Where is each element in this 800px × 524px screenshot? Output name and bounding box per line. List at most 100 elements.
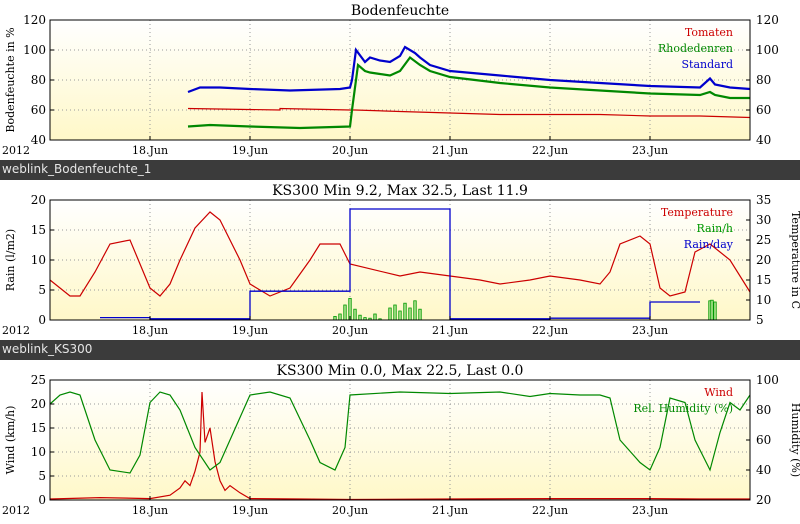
legend-entry: Rhodedenren: [658, 42, 733, 55]
legend-entry: Wind: [704, 386, 733, 399]
chart-title: KS300 Min 9.2, Max 32.5, Last 11.9: [272, 183, 528, 199]
y2-tick-label: 40: [756, 463, 771, 477]
series-line: [100, 208, 700, 320]
y-tick-label: 80: [31, 73, 46, 87]
y-tick-label: 20: [31, 193, 46, 207]
panel-ks300-rain: 0 5 10 15 20 5 10 15 20 25 30 35 18.Jun 19.Jun 20.Jun 2…: [0, 180, 800, 340]
y2-tick-label: 5: [756, 313, 764, 327]
y2-tick-label: 60: [756, 433, 771, 447]
x-tick-label: 19.Jun: [232, 504, 268, 517]
y-tick-label: 120: [23, 13, 46, 27]
y2-tick-label: 80: [756, 73, 771, 87]
divider-label: weblink_KS300: [2, 342, 93, 356]
divider-bar: weblink_Bodenfeuchte_1: [0, 160, 800, 180]
y-tick-label: 100: [23, 43, 46, 57]
x-tick-label: 20.Jun: [332, 144, 368, 157]
rain-bar: [418, 308, 422, 321]
rain-bar: [413, 300, 417, 321]
series-line: [187, 107, 751, 119]
y2-tick-label: 60: [756, 103, 771, 117]
chart-ks300-wind: 0 5 10 15 20 25 20 40 60 80 100 18.Jun 19.Jun 20.Jun 2…: [2, 363, 800, 517]
legend-entry: Rain/h: [697, 222, 734, 235]
y-tick-label: 15: [31, 421, 46, 435]
legend-entry: Standard: [682, 58, 734, 71]
series-line: [187, 45, 751, 94]
y-tick-label: 0: [38, 493, 46, 507]
x-tick-label: 19.Jun: [232, 144, 268, 157]
x-tick-label: 18.Jun: [132, 504, 168, 517]
x-tick-label: 23.Jun: [632, 324, 668, 337]
y-tick-label: 10: [31, 445, 46, 459]
rain-bar: [713, 301, 717, 321]
y2-tick-label: 80: [756, 403, 771, 417]
chart-bodenfeuchte: 40 60 80 100 120 40 60 80 100 120 18.Jun 19.Jun 20.J…: [2, 3, 779, 157]
x-tick-label: 22.Jun: [532, 324, 568, 337]
x-tick-label: 20.Jun: [332, 504, 368, 517]
y-axis-label: Rain (l/m2): [4, 229, 17, 291]
y-tick-label: 5: [38, 469, 46, 483]
y2-tick-label: 20: [756, 253, 771, 267]
y-tick-label: 20: [31, 397, 46, 411]
x-tick-label: 20.Jun: [332, 324, 368, 337]
rain-bar: [388, 307, 392, 321]
x-tick-label: 22.Jun: [532, 144, 568, 157]
rain-bar: [710, 299, 714, 321]
y2-tick-label: 10: [756, 293, 771, 307]
x-tick-label: 18.Jun: [132, 324, 168, 337]
panel-bodenfeuchte: 40 60 80 100 120 40 60 80 100 120 18.Jun 19.Jun 20.J…: [0, 0, 800, 160]
y2-tick-label: 20: [756, 493, 771, 507]
panel-ks300-wind: 0 5 10 15 20 25 20 40 60 80 100 18.Jun 19.Jun 20.Jun 2…: [0, 360, 800, 520]
chart-title: KS300 Min 0.0, Max 22.5, Last 0.0: [277, 363, 524, 379]
x-tick-label: 23.Jun: [632, 144, 668, 157]
x-tick-label: 22.Jun: [532, 504, 568, 517]
y-tick-label: 0: [38, 313, 46, 327]
year-label: 2012: [2, 504, 30, 517]
y2-axis-label: Temperature in C: [789, 211, 800, 309]
y-tick-label: 60: [31, 103, 46, 117]
plot-area: [50, 380, 750, 500]
legend-entry: Tomaten: [685, 26, 733, 39]
rain-bar: [408, 307, 412, 321]
rain-bar: [403, 302, 407, 321]
legend-entry: Rel. Humidity (%): [633, 402, 733, 415]
chart-title: Bodenfeuchte: [351, 3, 449, 19]
divider-label: weblink_Bodenfeuchte_1: [2, 162, 152, 176]
y-tick-label: 25: [31, 373, 46, 387]
x-tick-label: 21.Jun: [432, 504, 468, 517]
divider-bar: weblink_KS300: [0, 340, 800, 360]
y2-axis-label: Humidity (%): [789, 403, 800, 477]
year-label: 2012: [2, 324, 30, 337]
legend-entry: Rain/day: [684, 238, 734, 251]
rain-bar: [373, 313, 377, 321]
rain-bar: [338, 313, 342, 321]
x-tick-label: 21.Jun: [432, 144, 468, 157]
rain-bar: [333, 315, 337, 321]
chart-ks300-rain: 0 5 10 15 20 5 10 15 20 25 30 35 18.Jun 19.Jun 20.Jun 2…: [2, 183, 800, 337]
series-line: [49, 391, 751, 474]
year-label: 2012: [2, 144, 30, 157]
y2-tick-label: 40: [756, 133, 771, 147]
series-line: [187, 55, 750, 130]
y-tick-label: 5: [38, 283, 46, 297]
y2-tick-label: 100: [756, 373, 779, 387]
x-tick-label: 21.Jun: [432, 324, 468, 337]
y-axis-label: Bodenfeuchte in %: [4, 27, 17, 132]
y2-tick-label: 15: [756, 273, 771, 287]
series-line: [49, 211, 751, 297]
y2-tick-label: 100: [756, 43, 779, 57]
y-tick-label: 40: [31, 133, 46, 147]
y2-tick-label: 25: [756, 233, 771, 247]
y2-tick-label: 120: [756, 13, 779, 27]
rain-bar: [393, 304, 397, 321]
x-tick-label: 23.Jun: [632, 504, 668, 517]
rain-bar: [353, 308, 357, 321]
x-tick-label: 19.Jun: [232, 324, 268, 337]
x-tick-label: 18.Jun: [132, 144, 168, 157]
y-tick-label: 10: [31, 253, 46, 267]
rain-bar: [398, 310, 402, 321]
rain-bar: [343, 304, 347, 321]
y-axis-label: Wind (km/h): [4, 406, 17, 475]
legend-entry: Temperature: [661, 206, 733, 219]
y-tick-label: 15: [31, 223, 46, 237]
y2-tick-label: 30: [756, 213, 771, 227]
